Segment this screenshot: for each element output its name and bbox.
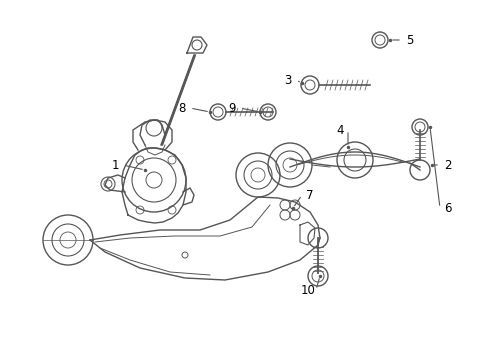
Text: 10: 10 [300, 284, 316, 297]
Text: 2: 2 [444, 158, 452, 171]
Text: 6: 6 [444, 202, 452, 215]
Text: 1: 1 [111, 158, 119, 171]
Text: 8: 8 [178, 102, 186, 114]
Text: 4: 4 [336, 123, 344, 136]
Text: 7: 7 [306, 189, 314, 202]
Text: 9: 9 [228, 102, 236, 114]
Text: 3: 3 [284, 73, 292, 86]
Text: 5: 5 [406, 33, 414, 46]
